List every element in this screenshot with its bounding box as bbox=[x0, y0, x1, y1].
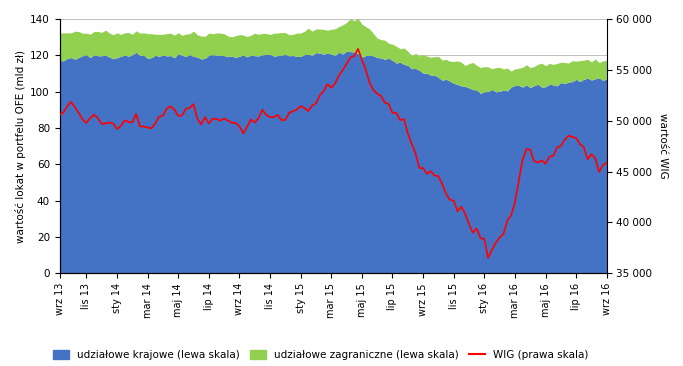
Y-axis label: wartość WIG: wartość WIG bbox=[658, 113, 668, 179]
Legend: udziałowe krajowe (lewa skala), udziałowe zagraniczne (lewa skala), WIG (prawa s: udziałowe krajowe (lewa skala), udziałow… bbox=[49, 346, 593, 365]
Y-axis label: wartość lokat w portfelu OFE (mld zł): wartość lokat w portfelu OFE (mld zł) bbox=[15, 50, 26, 243]
